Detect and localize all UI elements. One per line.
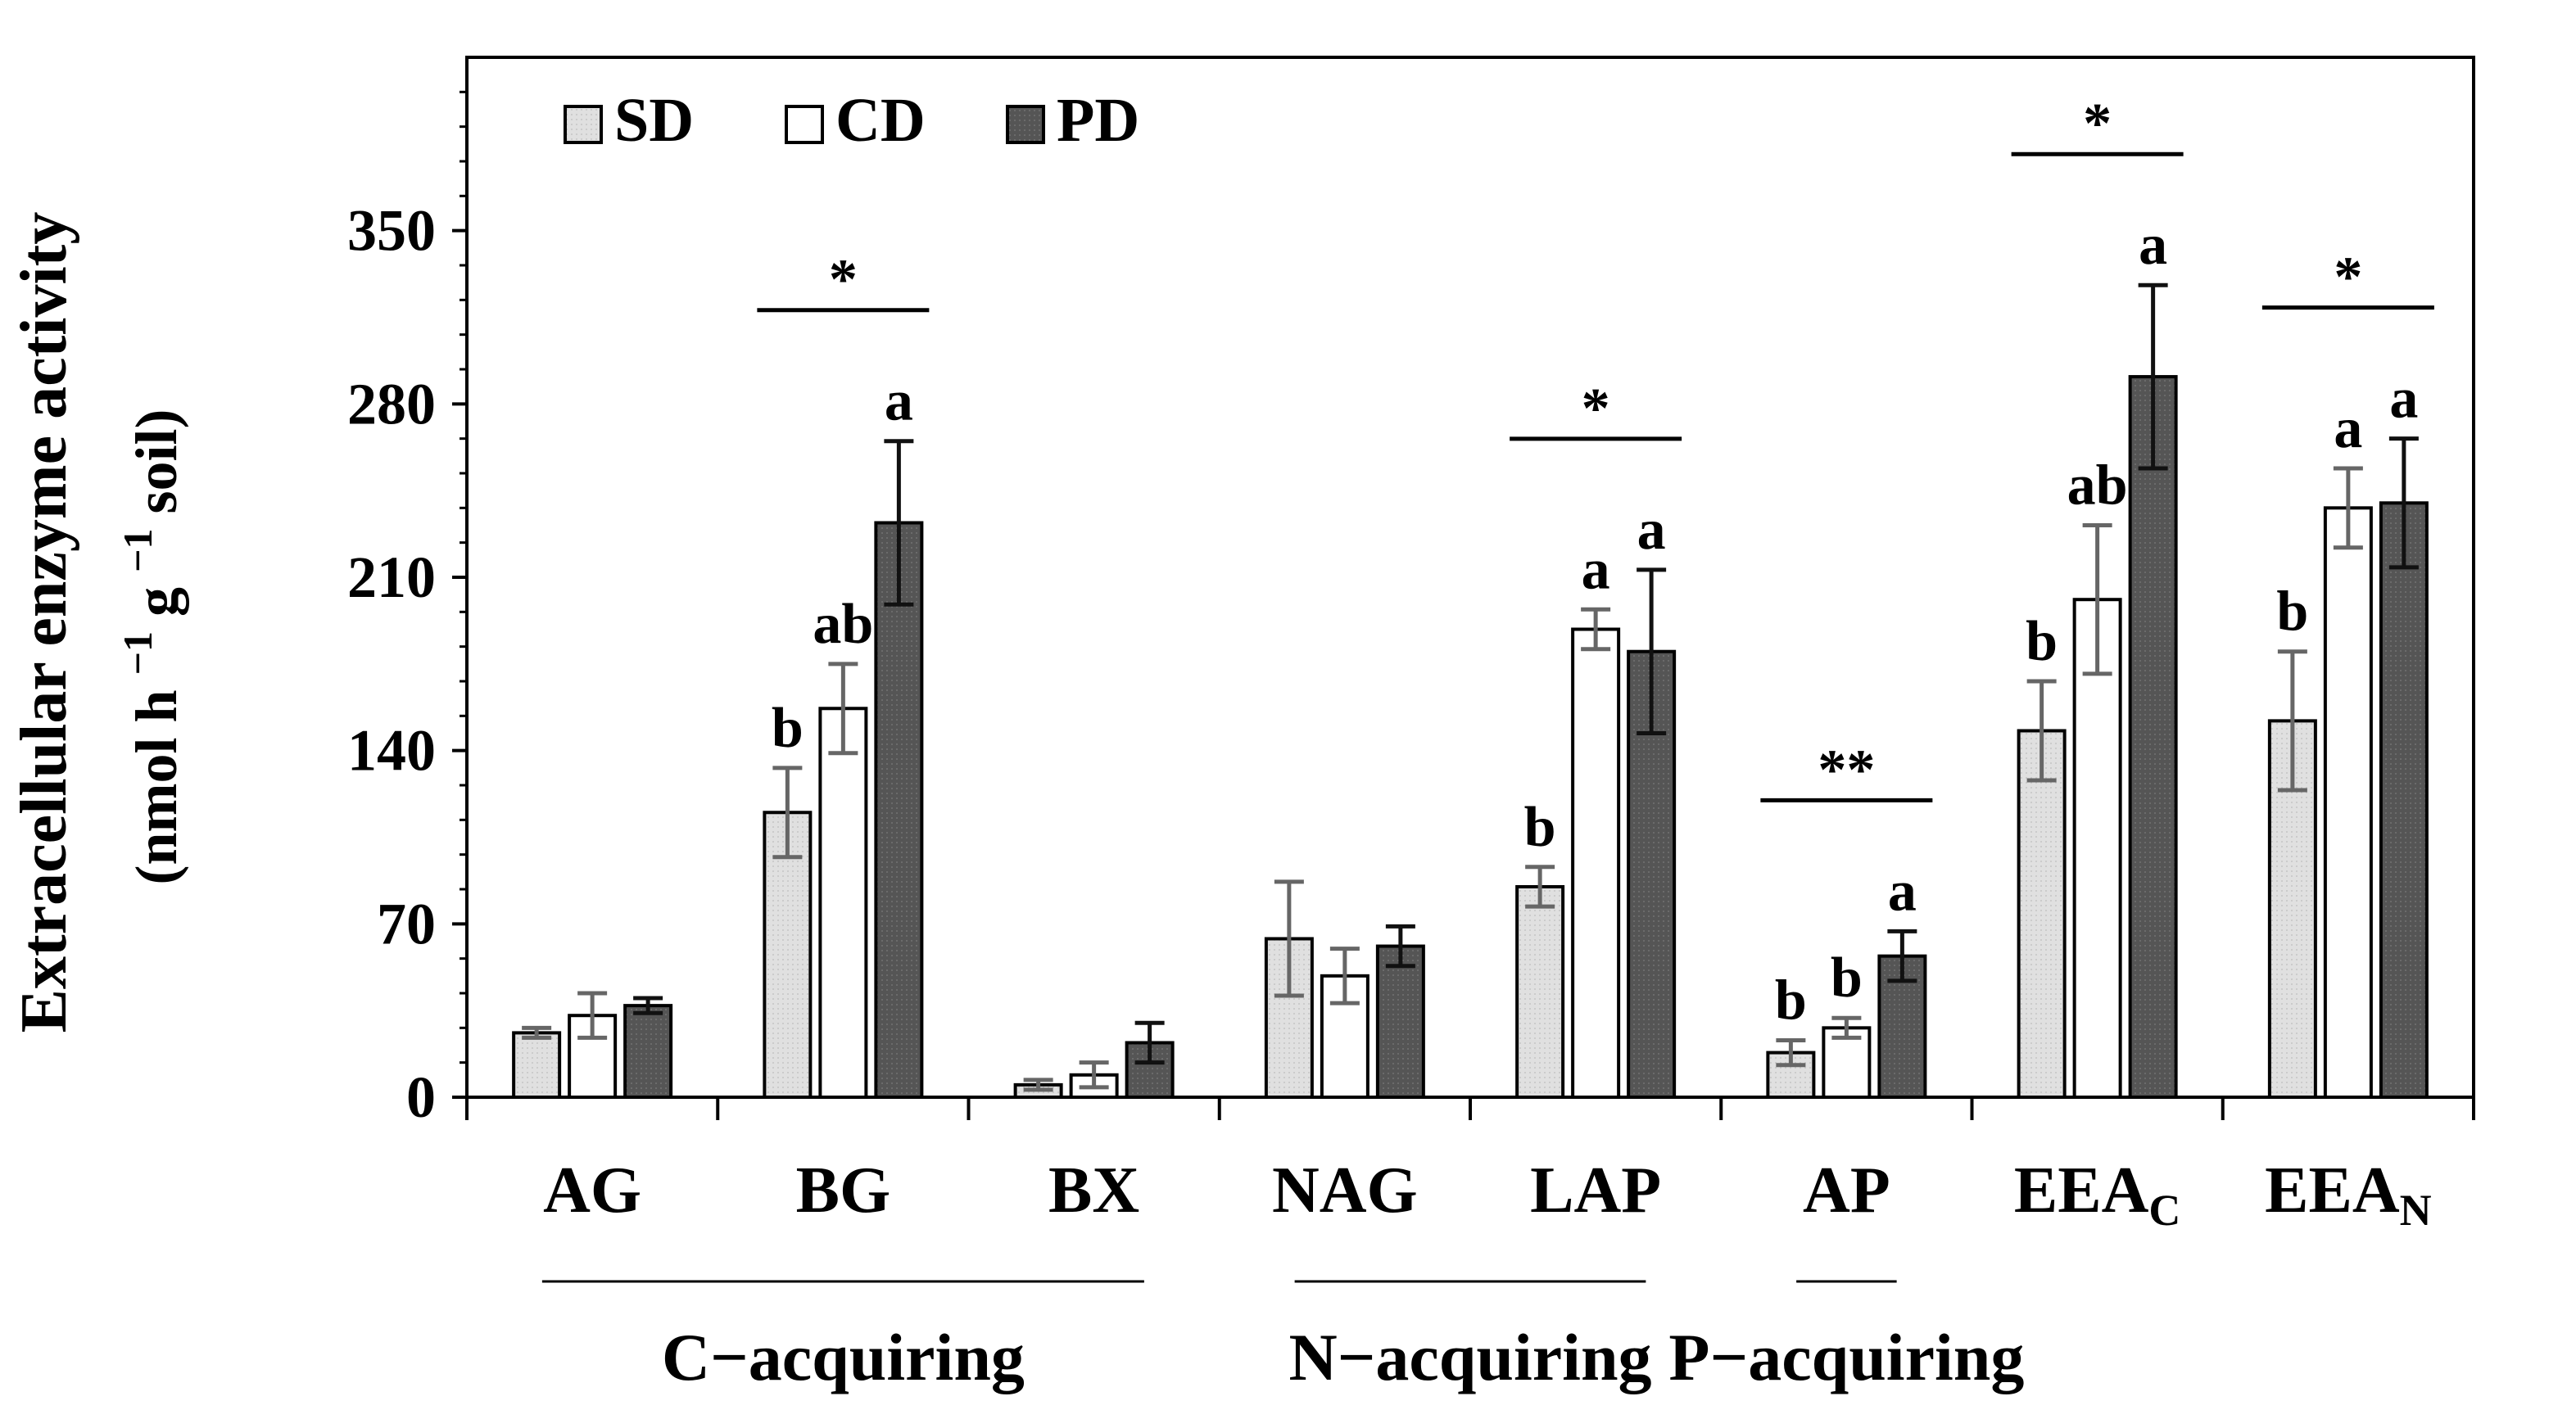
bar-pd xyxy=(2379,501,2429,1099)
y-tick-label: 0 xyxy=(406,1064,436,1130)
significance-letter: a xyxy=(1582,538,1610,601)
x-tick-label-base: BG xyxy=(796,1155,891,1227)
bar-sd xyxy=(1515,884,1565,1099)
legend-swatch-sd xyxy=(564,105,603,144)
legend: SD CD PD xyxy=(564,86,1139,155)
significance-letter: b xyxy=(772,697,804,760)
x-tick-label-sub: C xyxy=(2148,1186,2180,1235)
bar-sd xyxy=(512,1031,562,1100)
y-label-sup2: −1 xyxy=(115,528,161,572)
bar-sd xyxy=(763,811,813,1099)
x-tick-label: LAP xyxy=(1530,1155,1661,1227)
x-tick-label: BG xyxy=(796,1155,891,1227)
y-axis-title: Extracellular enzyme activity (nmol h −1… xyxy=(8,212,189,1033)
significance-letter: b xyxy=(1775,969,1807,1032)
bar-pd xyxy=(1375,944,1425,1099)
y-label-end: soil) xyxy=(124,409,189,513)
significance-letter: b xyxy=(1831,947,1863,1010)
x-tick-label-base: EEA xyxy=(2265,1155,2400,1227)
legend-swatch-pd xyxy=(1006,105,1045,144)
x-tick-label-base: AG xyxy=(543,1155,641,1227)
y-tick-label: 350 xyxy=(347,198,436,264)
bar-pd xyxy=(623,1004,673,1099)
bar-cd xyxy=(818,707,868,1099)
bar-pd xyxy=(874,521,924,1099)
legend-label-pd: PD xyxy=(1057,86,1139,155)
legend-label-sd: SD xyxy=(614,86,694,155)
x-tick-label: BX xyxy=(1048,1155,1139,1227)
y-label-mid: g xyxy=(124,587,189,617)
x-tick-label-base: AP xyxy=(1803,1155,1890,1227)
x-tick-label-base: BX xyxy=(1048,1155,1139,1227)
bar-sd xyxy=(2017,729,2067,1099)
significance-letter: a xyxy=(1888,860,1917,923)
bar-cd xyxy=(1571,627,1621,1099)
y-tick-label: 210 xyxy=(347,545,436,610)
x-tick-label: AP xyxy=(1803,1155,1890,1227)
significance-letter: ab xyxy=(2067,454,2128,517)
x-tick-label: EEAN xyxy=(2265,1155,2432,1235)
legend-label-cd: CD xyxy=(835,86,926,155)
significance-stars: * xyxy=(1582,377,1610,441)
x-tick-label-base: EEA xyxy=(2014,1155,2149,1227)
y-label-open: (nmol h xyxy=(124,689,189,884)
significance-letter: a xyxy=(2389,368,2418,431)
significance-stars: * xyxy=(2334,246,2362,310)
significance-letter: b xyxy=(1524,796,1556,859)
y-axis-title-line2: (nmol h −1 g −1 soil) xyxy=(99,409,189,884)
significance-letter: ab xyxy=(813,593,873,656)
x-tick-label: EEAC xyxy=(2014,1155,2181,1235)
y-label-sup1: −1 xyxy=(115,631,161,676)
significance-letter: a xyxy=(2334,397,2362,460)
x-tick-label-base: NAG xyxy=(1272,1155,1418,1227)
significance-letter: b xyxy=(2276,581,2308,644)
group-label: N−acquiring xyxy=(1288,1320,1651,1394)
significance-stars: * xyxy=(829,249,858,312)
x-tick-label: AG xyxy=(543,1155,641,1227)
significance-letter: a xyxy=(2139,214,2167,277)
bar-pd xyxy=(2128,375,2178,1100)
significance-letter: a xyxy=(885,370,913,433)
significance-stars: ** xyxy=(1818,739,1875,802)
legend-swatch-cd xyxy=(785,105,824,144)
y-tick-label: 280 xyxy=(347,371,436,436)
significance-stars: * xyxy=(2083,93,2112,156)
significance-letter: a xyxy=(1637,499,1666,562)
y-tick-label: 70 xyxy=(377,891,436,956)
group-label: C−acquiring xyxy=(662,1320,1025,1394)
bar-cd xyxy=(2323,506,2373,1099)
x-tick-label: NAG xyxy=(1272,1155,1418,1227)
x-tick-label-base: LAP xyxy=(1530,1155,1661,1227)
significance-letter: b xyxy=(2026,610,2058,673)
y-axis-title-line1: Extracellular enzyme activity xyxy=(8,212,80,1033)
y-tick-label: 140 xyxy=(347,718,436,784)
x-tick-label-sub: N xyxy=(2400,1186,2432,1235)
group-label: P−acquiring xyxy=(1668,1320,2024,1394)
bars xyxy=(512,282,2429,1100)
